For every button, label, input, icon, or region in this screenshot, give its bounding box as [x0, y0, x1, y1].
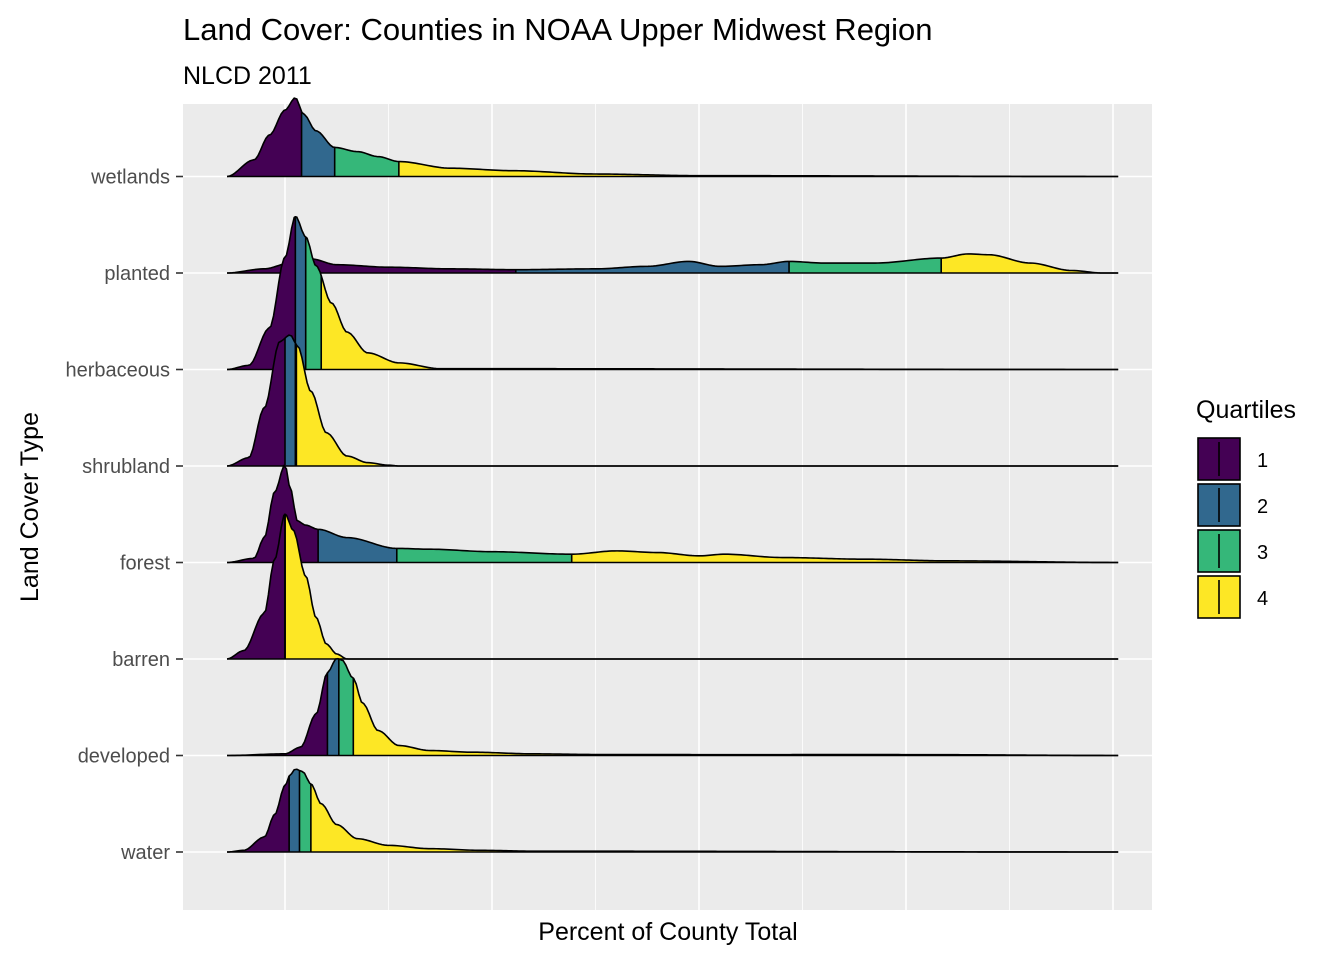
y-tick-label: forest [120, 553, 170, 575]
y-tick-label: planted [104, 263, 170, 285]
legend-label: 2 [1257, 496, 1268, 518]
y-tick-label: water [120, 842, 170, 864]
y-axis: water developed barren forest shrubland herba… [65, 167, 183, 864]
y-tick-label: herbaceous [65, 360, 170, 382]
quartile-1-area [227, 672, 328, 756]
y-tick-label: barren [112, 649, 170, 671]
chart-title: Land Cover: Counties in NOAA Upper Midwe… [183, 12, 933, 47]
ridge-barren [226, 513, 1119, 660]
density-outline [227, 249, 1119, 274]
legend: Quartiles 1 2 3 4 [1196, 396, 1296, 619]
quartile-4-area [398, 161, 1119, 177]
legend-label: 1 [1257, 450, 1268, 472]
chart-subtitle: NLCD 2011 [183, 62, 312, 90]
ridge-herbaceous [226, 215, 1119, 371]
quartile-4-area [571, 550, 1119, 563]
ridge-layer [226, 97, 1119, 853]
quartile-1-area [227, 338, 285, 466]
y-tick-label: developed [78, 746, 170, 768]
quartile-1-area [227, 513, 285, 659]
quartile-3-area [299, 770, 311, 852]
quartile-3-area [334, 147, 399, 177]
quartile-3-area [396, 548, 572, 563]
y-axis-title: Land Cover Type [16, 412, 44, 602]
x-axis-title: Percent of County Total [538, 918, 797, 946]
density-outline [227, 464, 1119, 564]
quartile-1-area [227, 775, 290, 852]
ridge-developed [227, 657, 1119, 757]
quartile-2-area [327, 658, 339, 756]
quartile-3-area [338, 658, 354, 756]
panel-background [183, 104, 1152, 910]
legend-item-1: 1 [1197, 437, 1268, 481]
legend-item-2: 2 [1197, 483, 1268, 527]
quartile-1-area [227, 215, 296, 370]
quartile-2-area [289, 769, 300, 852]
y-tick-label: shrubland [82, 456, 170, 478]
quartile-2-area [285, 334, 296, 466]
ridge-shrubland [226, 334, 1119, 467]
legend-label: 4 [1257, 588, 1268, 610]
quartile-3-area [305, 236, 322, 370]
legend-label: 3 [1257, 542, 1268, 564]
legend-keys: 1 2 3 4 [1197, 437, 1268, 619]
quartile-2-area [295, 215, 306, 370]
quartile-2-area [318, 529, 397, 563]
quartile-2-area [301, 111, 335, 177]
legend-item-4: 4 [1197, 575, 1268, 619]
y-tick-label: wetlands [90, 167, 170, 189]
quartile-2-area [515, 261, 790, 273]
ridge-water [227, 768, 1119, 853]
legend-title: Quartiles [1196, 396, 1296, 424]
legend-item-3: 3 [1197, 529, 1268, 573]
ridge-wetlands [226, 97, 1119, 178]
quartile-1-area [227, 98, 302, 177]
